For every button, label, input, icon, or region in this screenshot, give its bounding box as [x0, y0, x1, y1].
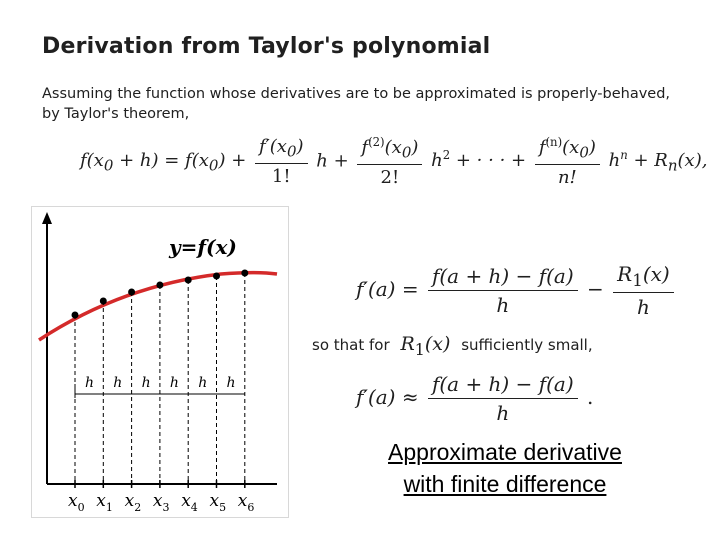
sample-point [128, 288, 136, 296]
sample-point [99, 297, 107, 305]
x-tick-label: x1 [96, 491, 113, 514]
intro-paragraph: Assuming the function whose derivatives … [42, 86, 671, 122]
x-tick-label: x4 [181, 491, 198, 514]
condition-prefix: so that for [312, 336, 390, 354]
sample-point [156, 281, 164, 289]
y-axis-arrow [42, 212, 52, 224]
caption: Approximate derivative with finite diffe… [340, 436, 670, 500]
x-tick-label: x6 [238, 491, 255, 514]
step-label: h [170, 375, 179, 391]
approximation-equation: f′(a) ≈ f(a + h) − f(a) h . [356, 372, 594, 425]
step-label: h [113, 375, 122, 391]
sample-point [184, 276, 192, 284]
step-label: h [198, 375, 207, 391]
caption-line-1: Approximate derivative [388, 439, 622, 465]
step-label: h [85, 375, 94, 391]
curve-label: y=f(x) [168, 235, 237, 259]
caption-line-2: with finite difference [403, 471, 607, 497]
x-tick-label: x2 [125, 491, 142, 514]
step-label: h [227, 375, 236, 391]
taylor-equation: f(x0 + h) = f(x0) + f′(x0) 1! h + f(2)(x0… [80, 135, 708, 188]
x-tick-label: x5 [210, 491, 227, 514]
page-title: Derivation from Taylor's polynomial [42, 34, 491, 59]
exact-derivative-equation: f′(a) = f(a + h) − f(a) h − R1(x) h [356, 262, 677, 319]
x-tick-label: x0 [68, 491, 85, 514]
remainder-term: R1(x) [394, 333, 457, 359]
sample-point [71, 311, 79, 319]
x-tick-label: x3 [153, 491, 170, 514]
condition-line: so that for R1(x) sufficiently small, [312, 333, 593, 359]
finite-difference-figure: y=f(x) x0 h x1 h x2 h x3 h x4 h x5 h x6 [31, 206, 289, 518]
step-label: h [142, 375, 151, 391]
condition-suffix: sufficiently small, [461, 336, 593, 354]
sample-point [241, 269, 249, 277]
sample-point [213, 272, 220, 280]
